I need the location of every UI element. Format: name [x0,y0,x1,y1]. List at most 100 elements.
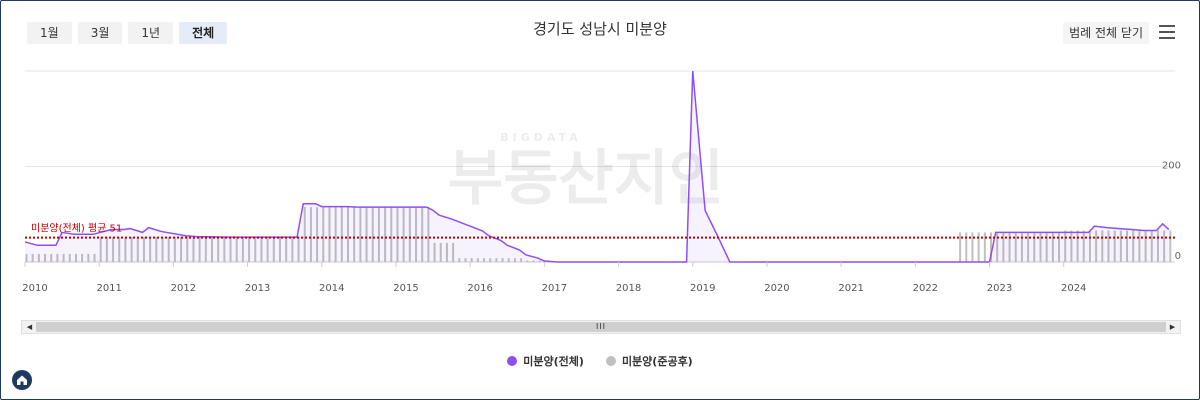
bar [377,207,380,262]
bar [538,260,541,262]
bar [507,258,510,262]
bar [513,258,516,262]
bar [37,253,40,262]
bar [62,253,65,262]
range-button-1-year[interactable]: 1년 [128,22,174,44]
bar [396,207,399,262]
bar [260,237,263,262]
home-icon[interactable] [12,370,32,390]
bar [359,207,362,262]
arrow-right-icon[interactable]: ▶ [1169,323,1176,331]
bar [965,232,968,262]
bar [1076,230,1079,262]
bar [983,232,986,262]
bar [142,237,145,262]
bar [173,237,176,262]
bar [470,258,473,262]
bar [1095,230,1098,262]
bar [990,232,993,262]
bar [81,253,84,262]
bar [1064,230,1067,262]
scroll-grip-icon[interactable]: III [595,322,607,331]
bar [272,237,275,262]
bar [489,258,492,262]
bar [1113,230,1116,262]
legend-marker-total [507,356,518,366]
legend-item-completed[interactable]: 미분양(준공후) [605,353,693,369]
bar [309,207,312,262]
bar [254,237,257,262]
scroll-thumb[interactable]: III [36,322,1166,332]
bar [130,237,133,262]
x-tick-label: 2020 [764,283,789,294]
bar [1020,232,1023,262]
legend-marker-completed [605,356,616,366]
bar [1101,230,1104,262]
bar [303,207,306,262]
bar [124,237,127,262]
bar [266,237,269,262]
bar [1033,232,1036,262]
bar [235,237,238,262]
bar [155,237,158,262]
bar [74,253,77,262]
watermark-small: BIGDATA [500,131,581,144]
legend-label-total: 미분양(전체) [523,355,584,368]
watermark-big: 부동산지인 [448,144,724,214]
bar [1070,230,1073,262]
bar [532,260,535,262]
bar [31,253,34,262]
average-label: 미분양(전체) 평균 51 [31,223,122,235]
bar [1051,232,1054,262]
hamburger-menu-icon[interactable] [1159,25,1175,39]
y-tick-label: 200 [1162,161,1181,172]
legend-item-total[interactable]: 미분양(전체) [507,353,584,369]
bar [223,237,226,262]
bar [136,237,139,262]
legend-close-all-button[interactable]: 범례 전체 닫기 [1063,22,1149,44]
x-tick-label: 2017 [542,283,567,294]
bar [1082,230,1085,262]
y-tick-label: 0 [1175,251,1181,262]
bar [427,207,430,262]
bar [433,242,436,262]
bar [464,258,467,262]
range-button-group: 1월 3월 1년 전체 [27,22,228,44]
x-tick-label: 2014 [319,283,344,294]
bar [204,237,207,262]
navigator-scrollbar[interactable]: ◀ III ▶ [21,320,1181,334]
bar [334,207,337,262]
bar [167,237,170,262]
bar [1088,230,1091,262]
bar [161,237,164,262]
x-tick-label: 2016 [467,283,492,294]
bar [1119,230,1122,262]
bar [186,237,189,262]
area-fill [25,71,1169,262]
bar [384,207,387,262]
arrow-left-icon[interactable]: ◀ [26,323,33,331]
bar [1107,230,1110,262]
bar [1150,230,1153,262]
x-tick-label: 2021 [838,283,863,294]
watermark: BIGDATA 부동산지인 [448,131,724,214]
bar [1138,230,1141,262]
bar [44,253,47,262]
bar [328,207,331,262]
bar [1132,230,1135,262]
bar [1126,230,1129,262]
bar [483,258,486,262]
bar [1144,230,1147,262]
bar [93,253,96,262]
range-button-all[interactable]: 전체 [179,22,228,44]
legend-label-completed: 미분양(준공후) [621,355,693,368]
range-button-1-month[interactable]: 1월 [27,22,72,44]
range-button-3-months[interactable]: 3월 [77,22,123,44]
bar [1169,230,1172,262]
bar [365,207,368,262]
bar [408,207,411,262]
bar [316,207,319,262]
bar [229,237,232,262]
